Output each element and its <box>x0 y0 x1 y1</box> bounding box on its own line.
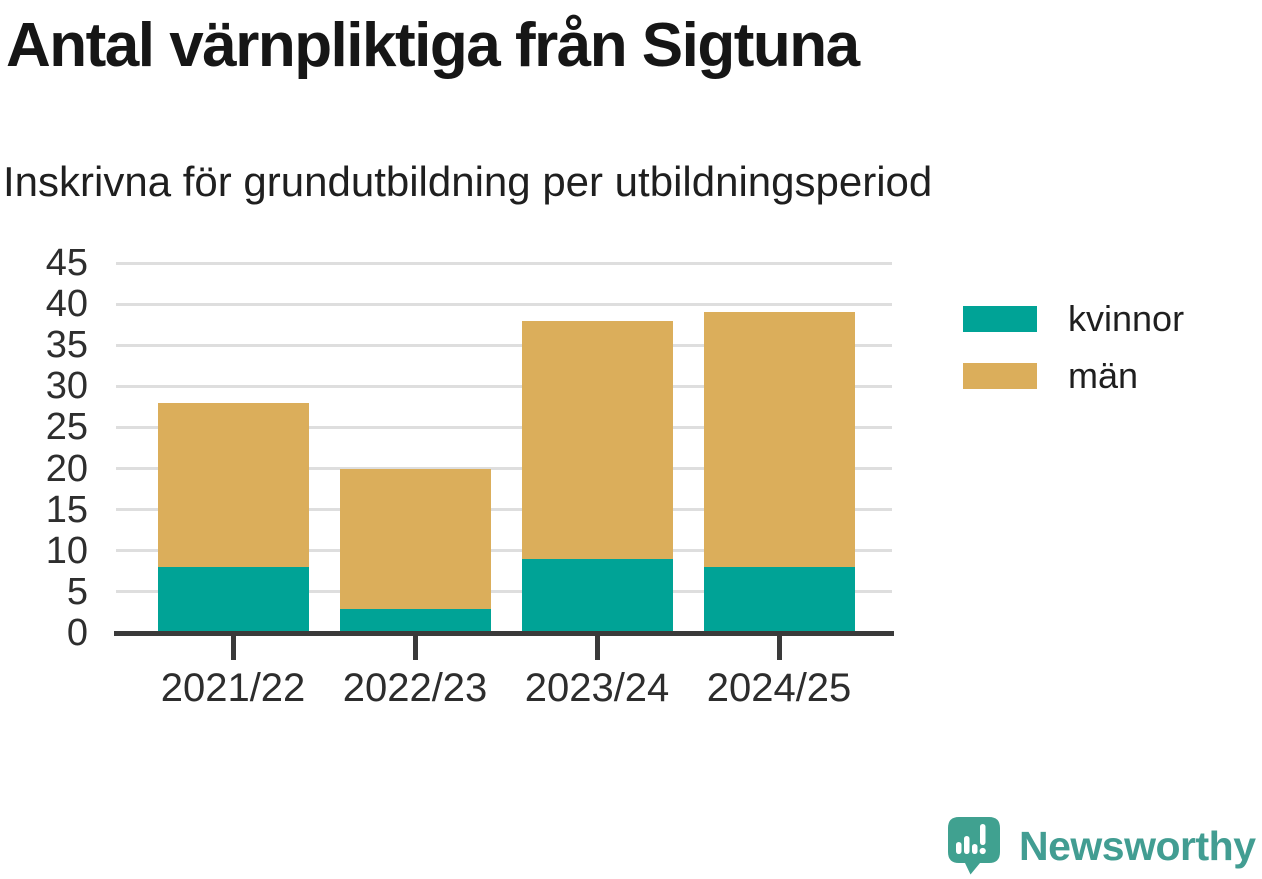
y-axis-label: 20 <box>45 448 88 490</box>
x-axis-tick <box>412 634 418 660</box>
bar-segment-män <box>521 321 673 559</box>
y-axis-label: 25 <box>45 406 88 448</box>
x-axis-label: 2021/22 <box>160 666 306 710</box>
bar-segment-kvinnor <box>703 567 855 633</box>
newsworthy-logo-icon <box>948 817 1000 875</box>
gridline <box>116 262 892 265</box>
bar-segment-män <box>339 469 491 609</box>
bar-segment-kvinnor <box>157 567 309 633</box>
legend-label: kvinnor <box>1068 298 1185 339</box>
gridline <box>116 508 892 511</box>
y-axis-label: 10 <box>45 530 88 572</box>
gridline <box>116 467 892 470</box>
y-axis-label: 45 <box>45 242 88 284</box>
x-axis-tick <box>776 634 782 660</box>
y-axis-label: 0 <box>66 612 88 654</box>
chart-title: Antal värnpliktiga från Sigtuna <box>6 11 860 80</box>
bar-segment-män <box>157 403 309 567</box>
bar-segment-kvinnor <box>521 559 673 633</box>
legend-row: män <box>963 355 1184 396</box>
x-axis-line <box>114 631 894 636</box>
y-axis-label: 5 <box>66 571 88 613</box>
x-axis-label: 2024/25 <box>706 666 852 710</box>
x-axis-label: 2023/24 <box>524 666 670 710</box>
legend: kvinnor män <box>963 298 1185 415</box>
gridline <box>116 549 892 552</box>
gridline <box>116 590 892 593</box>
x-axis-tick <box>594 634 600 660</box>
y-axis-label: 15 <box>45 489 88 531</box>
newsworthy-logo-text: Newsworthy <box>1019 822 1256 869</box>
x-axis-label: 2022/23 <box>342 666 488 710</box>
y-axis-label: 40 <box>45 283 88 325</box>
x-axis-tick <box>230 634 236 660</box>
y-axis-label: 30 <box>45 365 88 407</box>
legend-swatch-män <box>963 363 1037 389</box>
gridline <box>116 385 892 388</box>
gridline <box>116 426 892 429</box>
bar-segment-män <box>703 312 855 567</box>
legend-label: män <box>1068 355 1139 396</box>
gridline <box>116 344 892 347</box>
chart-subtitle: Inskrivna för grundutbildning per utbild… <box>3 158 933 205</box>
legend-swatch-kvinnor <box>963 306 1037 332</box>
y-axis-label: 35 <box>45 324 88 366</box>
gridline <box>116 303 892 306</box>
bar-segment-kvinnor <box>339 608 491 633</box>
legend-row: kvinnor <box>963 298 1185 339</box>
newsworthy-branding: Newsworthy <box>948 817 1256 875</box>
